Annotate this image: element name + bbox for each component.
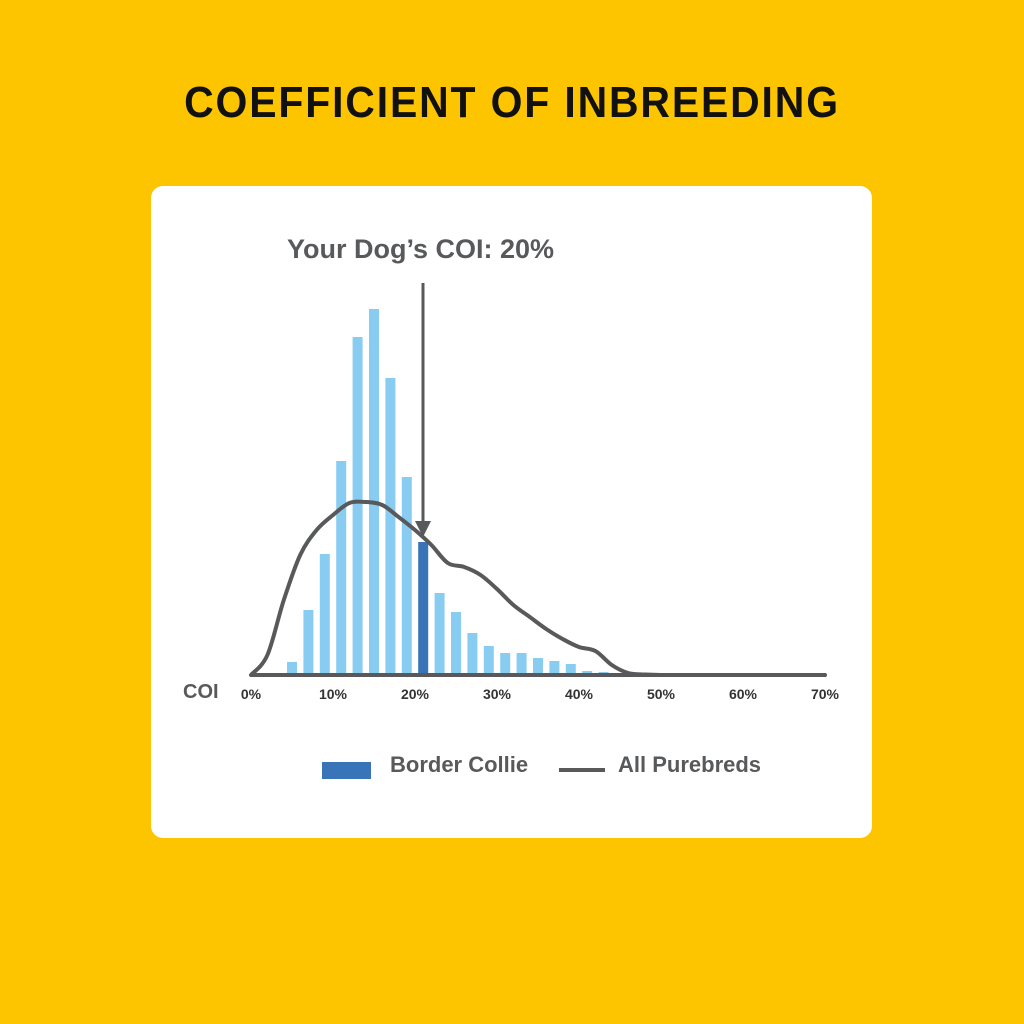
x-tick-label: 70% <box>810 686 840 702</box>
x-tick-label: 20% <box>400 686 430 702</box>
page-title: COEFFICIENT OF INBREEDING <box>184 78 840 127</box>
your-dog-coi-annotation: Your Dog’s COI: 20% <box>287 234 555 264</box>
bar <box>467 633 478 675</box>
bar <box>401 477 412 675</box>
legend-border-collie-label: Border Collie <box>390 752 529 777</box>
x-tick-label: 10% <box>318 686 348 702</box>
bar <box>336 461 347 675</box>
chart-card <box>151 186 872 838</box>
bar <box>287 662 297 675</box>
bar <box>483 646 494 675</box>
x-axis-label: COI <box>183 681 219 703</box>
bar-highlighted <box>418 542 429 675</box>
x-tick-label: 30% <box>482 686 512 702</box>
legend-line-swatch <box>559 768 605 772</box>
bar <box>434 593 445 675</box>
bar <box>500 653 511 675</box>
legend-bar-swatch <box>322 762 371 779</box>
annotation-arrow-head-icon <box>415 521 431 537</box>
bar <box>369 309 379 675</box>
bar <box>451 612 461 675</box>
legend-all-purebreds-label: All Purebreds <box>618 752 762 777</box>
x-tick-label: 60% <box>728 686 758 702</box>
bar <box>565 664 576 675</box>
bar <box>352 337 363 675</box>
bar-series-border-collie <box>287 309 609 675</box>
bar <box>533 658 543 675</box>
bar <box>516 653 527 675</box>
bar <box>385 378 396 675</box>
x-tick-label: 0% <box>240 686 262 702</box>
bar <box>549 661 560 675</box>
bar <box>319 554 330 675</box>
bar <box>303 610 314 675</box>
x-tick-label: 50% <box>646 686 676 702</box>
x-tick-label: 40% <box>564 686 594 702</box>
